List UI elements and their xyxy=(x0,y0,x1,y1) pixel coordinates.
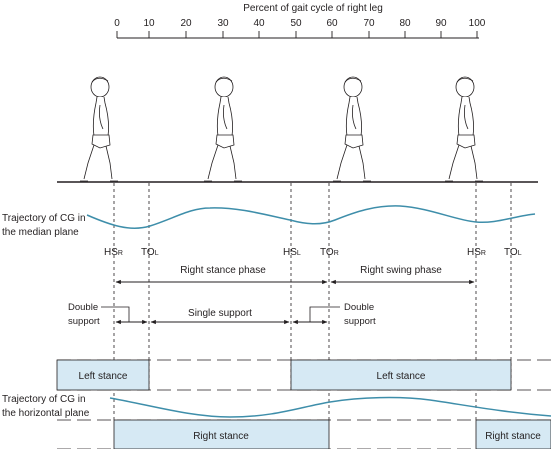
double-support-label-left-1: Double xyxy=(68,302,98,313)
tick-label: 0 xyxy=(114,18,120,29)
cg-median-curve xyxy=(86,205,536,229)
tick-label: 100 xyxy=(469,18,486,29)
left-stance-bar-1 xyxy=(56,359,150,391)
event-labels: HSR TOL HSL TOR HSR TOL xyxy=(104,247,522,258)
cg-median-label-1: Trajectory of CG in xyxy=(2,213,86,224)
cg-horizontal-curve xyxy=(109,396,551,418)
event-label-hs-l: HSL xyxy=(283,247,301,258)
event-label-hs-r: HSR xyxy=(467,247,486,258)
tick-label: 50 xyxy=(290,18,302,29)
double-support-leader-left xyxy=(101,306,130,322)
walking-child-figure xyxy=(203,76,243,182)
axis-tick-labels: 0 10 20 30 40 50 60 70 80 90 100 xyxy=(114,18,486,29)
event-label-to-l: TOL xyxy=(141,247,159,258)
single-support-label: Single support xyxy=(188,308,252,319)
left-stance-label-2: Left stance xyxy=(377,371,426,382)
right-stance-bar-2 xyxy=(475,419,551,449)
left-stance-bar-2 xyxy=(290,359,512,391)
left-stance-label-1: Left stance xyxy=(79,371,128,382)
tick-label: 80 xyxy=(399,18,411,29)
event-label-hs-r: HSR xyxy=(104,247,123,258)
tick-label: 10 xyxy=(143,18,155,29)
right-stance-label-1: Right stance xyxy=(193,431,249,442)
event-lines xyxy=(113,183,512,420)
tick-label: 20 xyxy=(180,18,192,29)
event-label-to-l: TOL xyxy=(504,247,522,258)
double-support-leader-right xyxy=(309,306,340,322)
cg-horizontal-label-1: Trajectory of CG in xyxy=(2,394,86,405)
axis-ticks xyxy=(116,31,478,38)
walking-child-figure xyxy=(332,76,372,182)
tick-label: 90 xyxy=(435,18,447,29)
double-support-label-right-2: support xyxy=(344,316,376,327)
double-support-label-right-1: Double xyxy=(344,302,374,313)
right-stance-label-2: Right stance xyxy=(485,431,541,442)
event-label-to-r: TOR xyxy=(320,247,339,258)
walking-child-figure xyxy=(444,76,484,182)
cg-horizontal-label-2: the horizontal plane xyxy=(2,408,90,419)
right-swing-phase-label: Right swing phase xyxy=(360,265,442,276)
tick-label: 70 xyxy=(363,18,375,29)
cg-median-label-2: the median plane xyxy=(2,227,79,238)
axis-title: Percent of gait cycle of right leg xyxy=(243,3,383,14)
double-support-label-left-2: support xyxy=(68,316,100,327)
right-stance-phase-label: Right stance phase xyxy=(180,265,266,276)
tick-label: 30 xyxy=(217,18,229,29)
walking-child-figure xyxy=(79,76,119,182)
tick-label: 40 xyxy=(253,18,265,29)
right-stance-bar-1 xyxy=(113,419,330,449)
tick-label: 60 xyxy=(326,18,338,29)
